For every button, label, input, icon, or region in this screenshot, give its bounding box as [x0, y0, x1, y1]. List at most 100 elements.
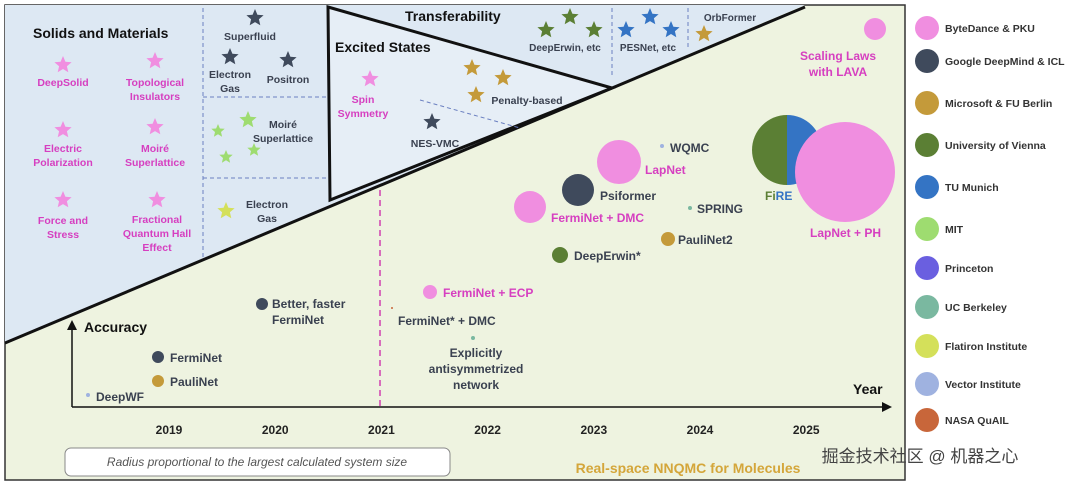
star — [54, 121, 72, 138]
label-line: Superlattice — [125, 157, 185, 169]
legend-label: Microsoft & FU Berlin — [945, 98, 1052, 110]
bubble — [795, 122, 895, 222]
label-line: Scaling Laws — [800, 49, 876, 63]
label-line: Moiré — [269, 119, 297, 131]
label-part: Fi — [765, 189, 776, 203]
bubble — [597, 140, 641, 184]
bubble — [152, 351, 164, 363]
legend-label: Google DeepMind & ICL — [945, 56, 1065, 68]
label: Explicitly antisymmetrized network — [429, 346, 524, 392]
label: FiRE — [765, 189, 792, 203]
label: NES-VMC — [411, 138, 460, 150]
star — [617, 21, 635, 38]
label-line: LapNet — [645, 163, 686, 177]
y-arrow — [67, 320, 77, 330]
star — [494, 69, 512, 86]
star — [219, 150, 233, 163]
label: WQMC — [670, 141, 710, 155]
star — [279, 51, 297, 68]
label-line: OrbFormer — [704, 13, 756, 24]
label-line: FermiNet + ECP — [443, 286, 533, 300]
label-line: Stress — [47, 229, 79, 241]
label: DeepErwin* — [574, 249, 641, 263]
legend-label: NASA QuAIL — [945, 415, 1009, 427]
bubble — [471, 336, 475, 340]
label: DeepWF — [96, 390, 144, 404]
legend-swatch — [915, 133, 939, 157]
label: DeepErwin, etc — [529, 43, 601, 54]
label: Scaling Laws with LAVA — [800, 49, 876, 79]
legend-swatch — [915, 334, 939, 358]
label-line: PauliNet — [170, 375, 218, 389]
label-line: Force and — [38, 215, 88, 227]
bubble — [514, 191, 546, 223]
divider — [419, 99, 521, 129]
label-line: Positron — [267, 74, 310, 86]
label: Spin Symmetry — [338, 94, 389, 120]
bubble — [688, 206, 692, 210]
x-arrow — [882, 402, 892, 412]
label: FermiNet — [170, 351, 222, 365]
star — [463, 59, 481, 76]
bubble — [552, 247, 568, 263]
label: Better, faster FermiNet — [272, 297, 346, 327]
legend-label: TU Munich — [945, 182, 999, 194]
caption: Radius proportional to the largest calcu… — [107, 455, 407, 469]
star — [423, 113, 441, 130]
label: SPRING — [697, 202, 743, 216]
label: Positron — [267, 74, 310, 86]
star — [146, 118, 164, 135]
label-line: SPRING — [697, 202, 743, 216]
label-line: Explicitly — [450, 346, 503, 360]
star — [54, 56, 72, 73]
label-line: PESNet, etc — [620, 43, 677, 54]
legend-swatch — [915, 91, 939, 115]
label: Electric Polarization — [33, 143, 93, 169]
label-line: Better, faster — [272, 297, 346, 311]
label-line: Gas — [220, 83, 240, 95]
label-line: antisymmetrized — [429, 362, 524, 376]
label: Penalty-based — [491, 95, 562, 107]
legend-label: MIT — [945, 224, 964, 236]
label: LapNet + PH — [810, 226, 881, 240]
star — [217, 202, 235, 219]
label: Topological Insulators — [126, 77, 184, 103]
label-line: DeepErwin* — [574, 249, 641, 263]
label-line: WQMC — [670, 141, 710, 155]
label: OrbFormer — [704, 13, 756, 24]
region-title: Transferability — [405, 8, 501, 24]
label-line: NES-VMC — [411, 138, 460, 150]
label-line: Polarization — [33, 157, 93, 169]
legend-swatch — [915, 408, 939, 432]
legend-swatch — [915, 295, 939, 319]
axis-label: Accuracy — [84, 319, 147, 335]
label: PauliNet — [170, 375, 218, 389]
label-line: Superlattice — [253, 133, 313, 145]
label: LapNet — [645, 163, 686, 177]
label-line: Effect — [142, 242, 172, 254]
label-line: Insulators — [130, 91, 180, 103]
watermark: 掘金技术社区 @ 机器之心 — [822, 447, 1019, 466]
label-line: Spin — [352, 94, 375, 106]
label: Superfluid — [224, 31, 276, 43]
label-line: with LAVA — [808, 65, 868, 79]
axis-label: Year — [853, 381, 883, 397]
year-label: 2021 — [368, 423, 395, 437]
legend-swatch — [915, 16, 939, 40]
star — [361, 70, 379, 87]
label-line: Electron — [246, 199, 288, 211]
caption-box — [64, 447, 451, 477]
label-line: Gas — [257, 213, 277, 225]
label-line: Fractional — [132, 214, 182, 226]
label: DeepSolid — [37, 77, 88, 89]
legend-label: UC Berkeley — [945, 302, 1007, 314]
legend-swatch — [915, 175, 939, 199]
footer: Real-space NNQMC for Molecules — [576, 460, 801, 476]
star — [537, 21, 555, 38]
star — [211, 124, 225, 137]
region-title: Excited States — [335, 39, 431, 55]
legend-label: ByteDance & PKU — [945, 23, 1035, 35]
excited-triangle — [326, 5, 617, 203]
legend-swatch — [915, 217, 939, 241]
label: Moiré Superlattice — [125, 143, 185, 169]
